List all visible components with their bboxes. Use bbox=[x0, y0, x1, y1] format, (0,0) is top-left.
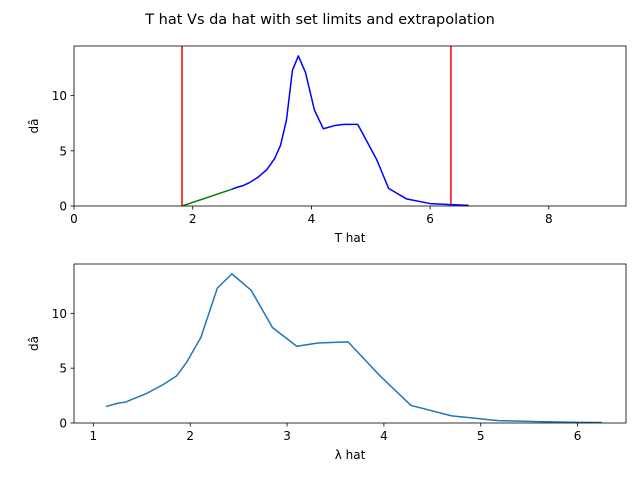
series-line-2 bbox=[181, 188, 232, 206]
x-tick-label: 3 bbox=[283, 429, 291, 443]
x-tick-label: 6 bbox=[426, 212, 434, 226]
series-line-1 bbox=[231, 55, 469, 206]
y-tick-label: 0 bbox=[59, 200, 67, 214]
axes-frame bbox=[73, 263, 627, 424]
x-axis-label: T hat bbox=[334, 231, 366, 245]
x-tick-label: 8 bbox=[545, 212, 553, 226]
bottom-plot: 1 2 3 4 5 6 0 5 10 λ hat dâ bbox=[27, 263, 627, 462]
y-axis-label: dâ bbox=[27, 336, 41, 351]
series-line-1 bbox=[105, 273, 602, 423]
x-tick-label: 2 bbox=[189, 212, 197, 226]
x-tick-label: 4 bbox=[308, 212, 316, 226]
x-tick-label: 1 bbox=[90, 429, 98, 443]
x-tick-label: 0 bbox=[70, 212, 78, 226]
figure-title: T hat Vs da hat with set limits and extr… bbox=[144, 12, 495, 28]
x-tick-label: 6 bbox=[574, 429, 582, 443]
axes-frame bbox=[73, 45, 627, 207]
y-tick-label: 0 bbox=[59, 417, 67, 431]
top-plot: 0 2 4 6 8 0 5 10 T hat dâ bbox=[27, 45, 627, 245]
x-tick-label: 4 bbox=[380, 429, 388, 443]
x-axis-label: λ hat bbox=[335, 448, 366, 462]
y-tick-label: 5 bbox=[59, 362, 67, 376]
y-tick-label: 10 bbox=[52, 89, 67, 103]
y-tick-label: 10 bbox=[52, 307, 67, 321]
x-tick-label: 5 bbox=[477, 429, 485, 443]
y-axis-label: dâ bbox=[27, 119, 41, 134]
x-tick-label: 2 bbox=[186, 429, 194, 443]
y-tick-label: 5 bbox=[59, 144, 67, 158]
